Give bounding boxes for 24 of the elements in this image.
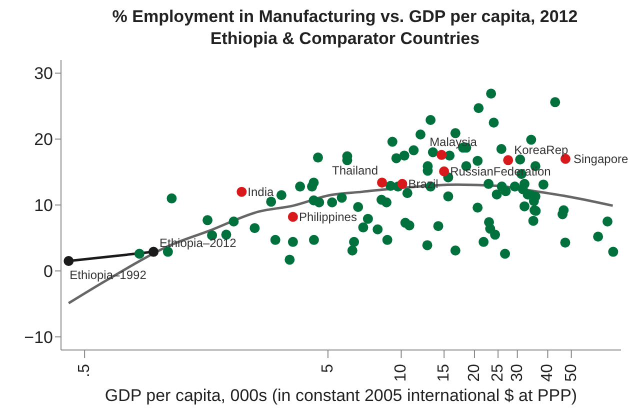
chart-subtitle: Ethiopia & Comparator Countries (209, 28, 481, 50)
x-tick-label: .5 (76, 364, 94, 378)
annotation: KoreaRep (514, 143, 568, 158)
annotation: Thailand (332, 164, 378, 178)
x-tick-label: 15 (436, 364, 453, 382)
annotation: Malaysia (430, 134, 478, 149)
y-tick-label: −10 (24, 328, 53, 347)
x-tick-label: 30 (508, 364, 526, 382)
x-tick-label: 10 (392, 364, 410, 382)
annotation: Philippines (298, 210, 357, 224)
chart-title: % Employment in Manufacturing vs. GDP per capita, 2012 (111, 6, 579, 28)
x-tick-label: 50 (562, 364, 580, 382)
annotation: Singapore (573, 152, 628, 166)
annotation: Brazil (408, 176, 438, 191)
y-tick-label: 20 (34, 130, 53, 150)
x-tick-label: 40 (539, 364, 556, 382)
annotation: India (248, 184, 274, 199)
x-tick-label: 20 (466, 364, 483, 382)
x-tick-label: 5 (319, 364, 336, 373)
y-tick-label: 30 (34, 64, 53, 84)
x-axis-title: GDP per capita, 000s (in constant 2005 international $ at PPP) (104, 386, 578, 406)
x-tick-label: 25 (490, 364, 507, 382)
y-tick-label: 0 (44, 262, 53, 281)
y-tick-label: 10 (34, 196, 53, 216)
